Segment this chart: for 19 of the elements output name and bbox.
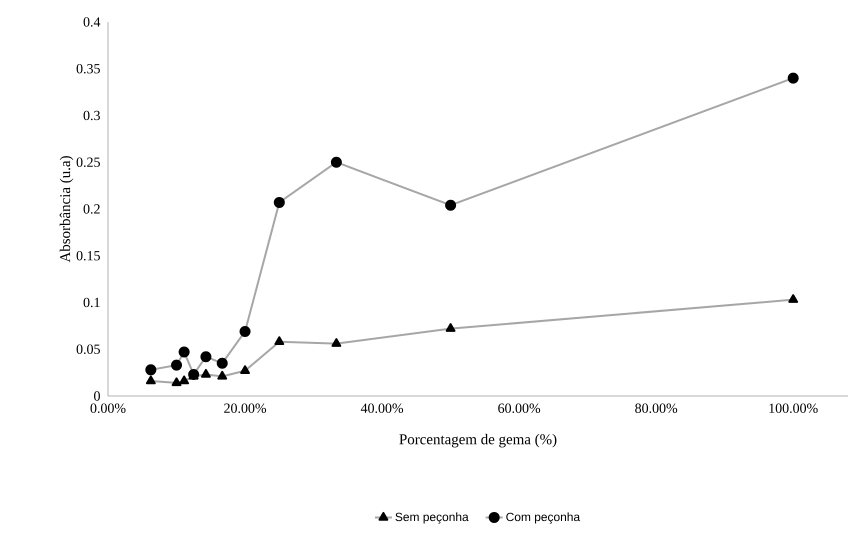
y-axis-title: Absorbância (u.a) <box>60 156 74 262</box>
x-tick-label: 100.00% <box>769 404 818 413</box>
x-tick-label: 20.00% <box>224 404 266 413</box>
y-tick-label: 0.3 <box>84 110 100 120</box>
y-tick-label: 0.4 <box>84 17 100 27</box>
legend-label: Sem peçonha <box>395 512 469 524</box>
y-tick-label: 0.25 <box>76 157 100 167</box>
y-tick-label: 0.05 <box>76 344 100 354</box>
y-tick-label: 0 <box>94 391 100 401</box>
y-tick-label: 0.15 <box>76 250 100 260</box>
y-tick-label: 0.35 <box>76 64 100 74</box>
x-tick-label: 40.00% <box>360 404 404 413</box>
y-tick-label: 0.1 <box>84 298 100 308</box>
y-tick-label: 0.2 <box>84 204 100 214</box>
legend-label: Com peçonha <box>506 512 580 524</box>
x-tick-label: 0.00% <box>90 404 126 413</box>
x-tick-label: 60.00% <box>498 404 540 413</box>
x-axis-title: Porcentagem de gema (%) <box>399 434 556 448</box>
x-tick-label: 80.00% <box>635 404 678 413</box>
